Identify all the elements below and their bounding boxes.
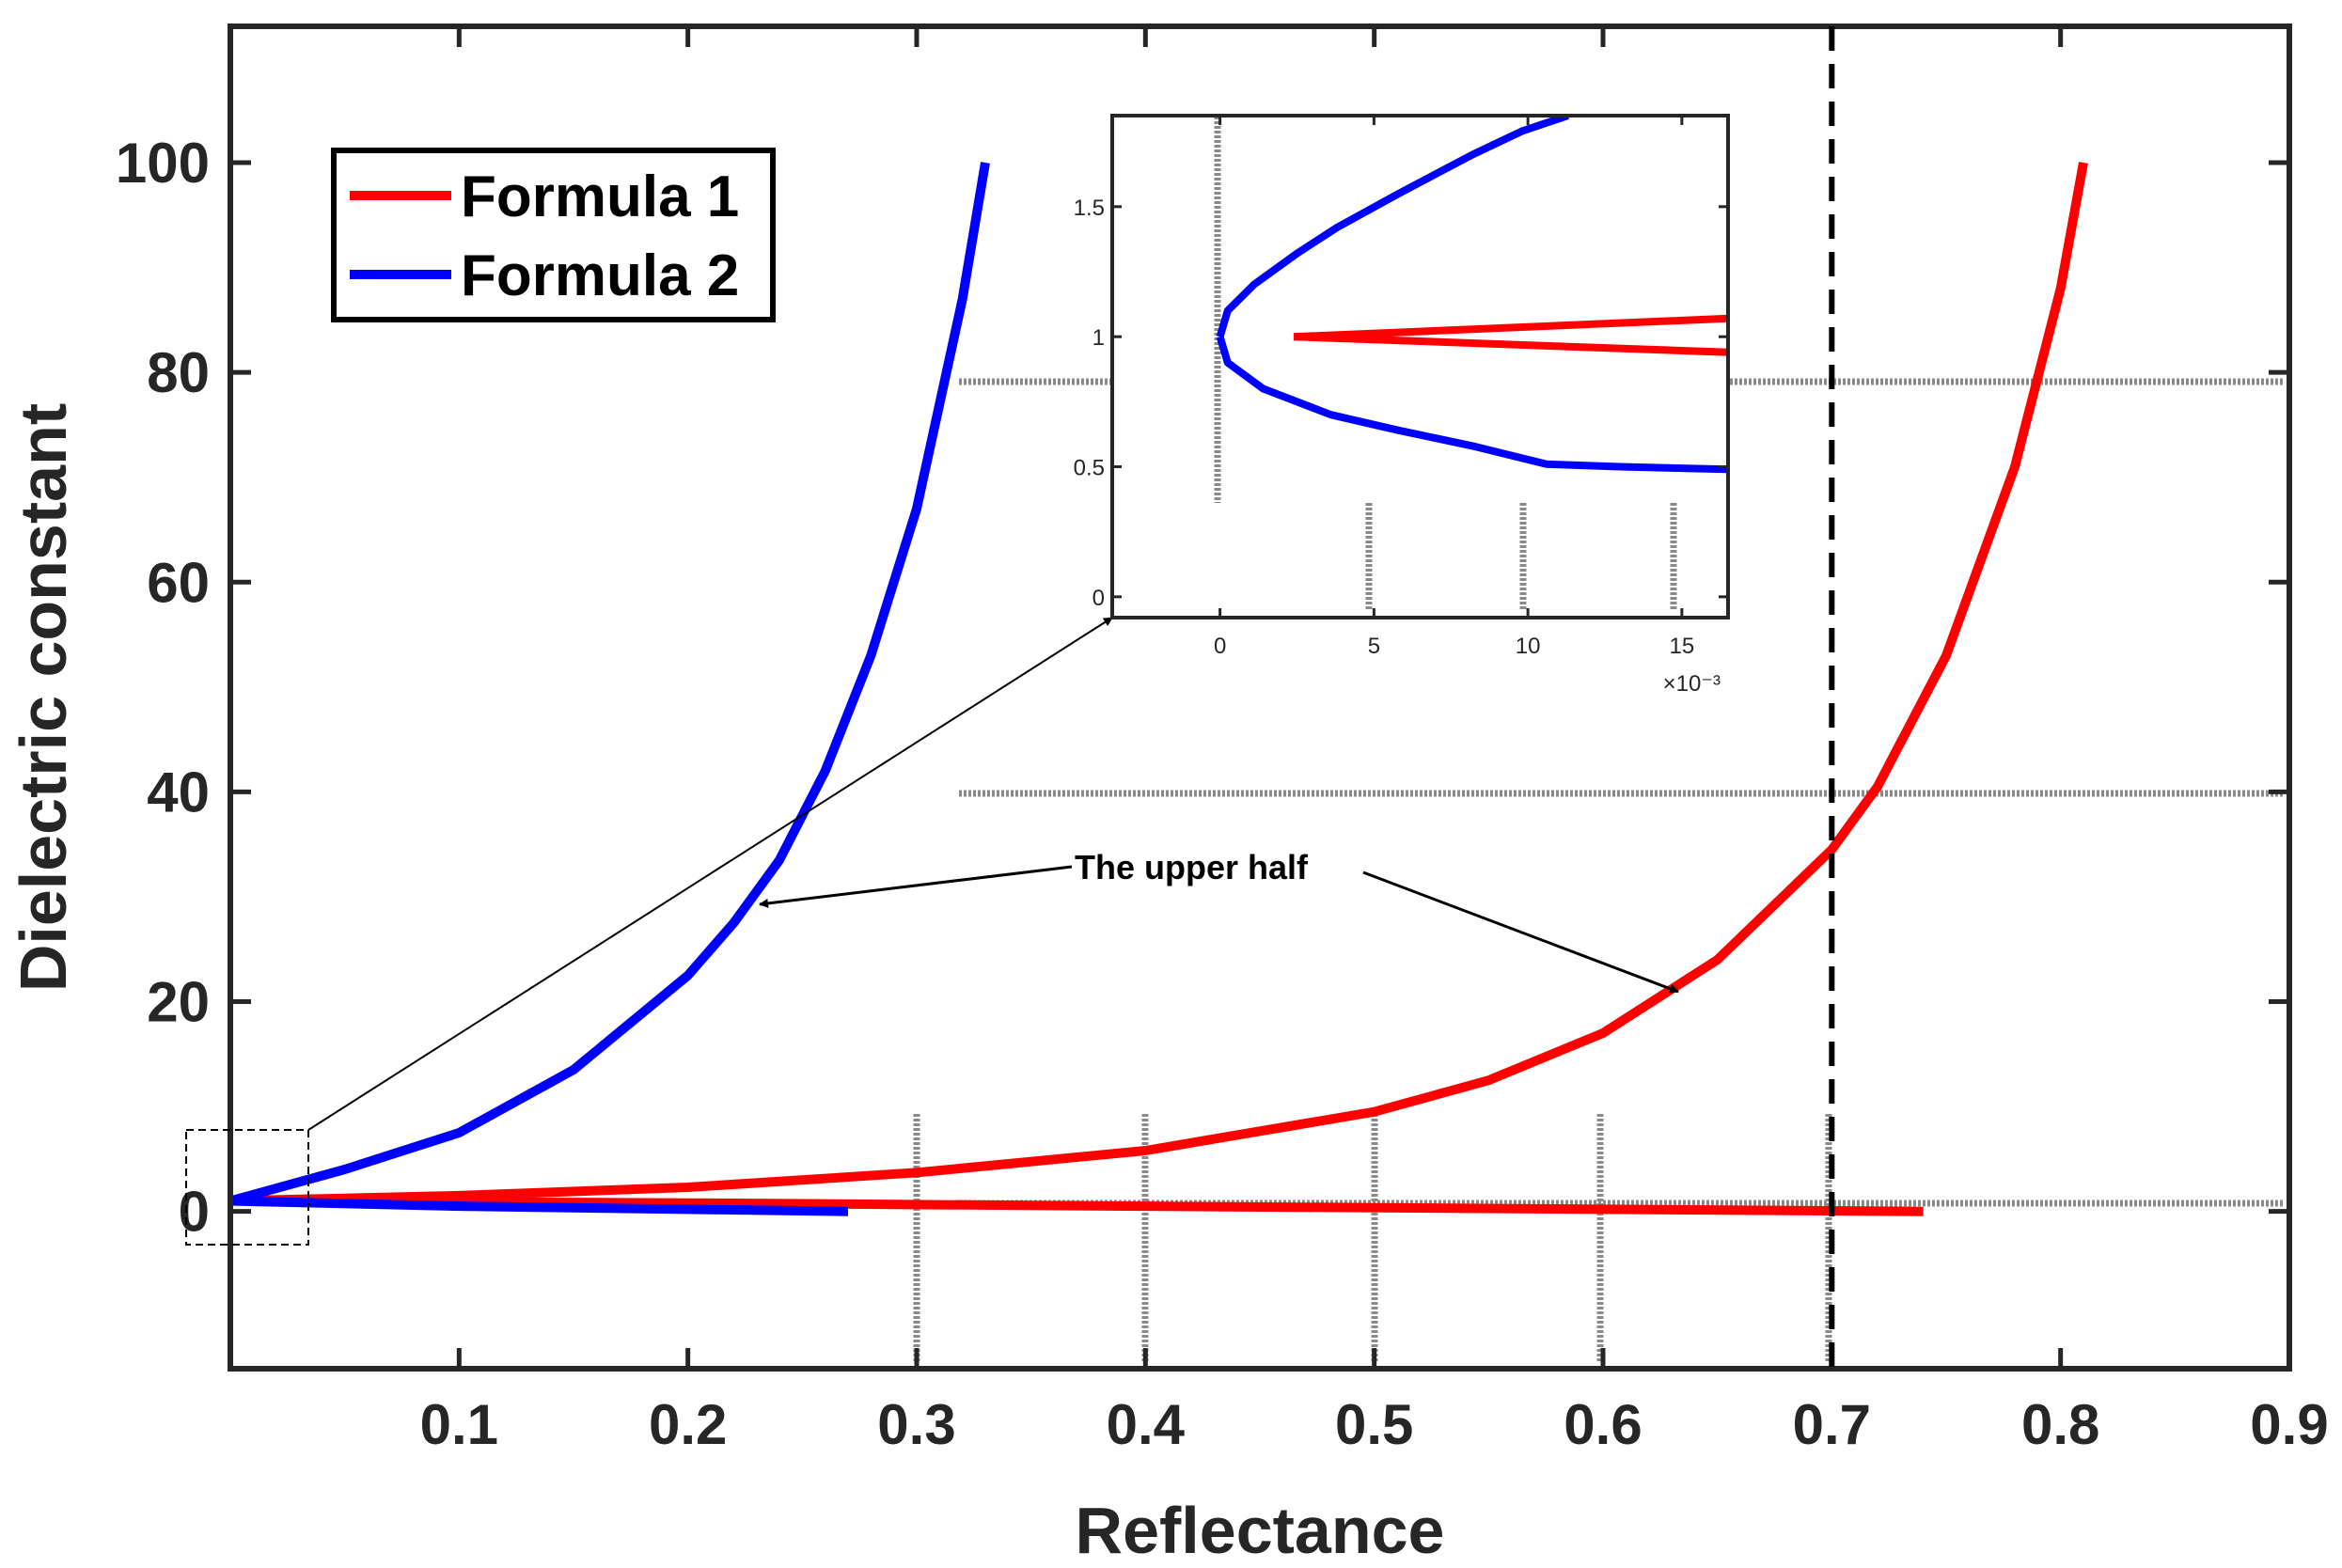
x-tick-label: 0.1 bbox=[420, 1393, 498, 1456]
annotation-text: The upper half bbox=[1075, 848, 1309, 886]
legend-label-formula-2: Formula 2 bbox=[461, 243, 739, 308]
inset-plot-area bbox=[1216, 116, 1728, 474]
x-tick-label: 0.8 bbox=[2021, 1393, 2099, 1456]
y-tick-label: 60 bbox=[147, 551, 210, 614]
inset-axes: 0 5 10 15 0 0.5 1 1.5 ×10⁻³ bbox=[1074, 114, 1730, 697]
inset-frame bbox=[1110, 114, 1730, 619]
main-plot-area bbox=[230, 162, 2088, 1216]
inset-series-formula-1-upper bbox=[1294, 314, 1728, 341]
y-axis-title: Dielectric constant bbox=[7, 403, 80, 992]
inset-x-tick-label: 0 bbox=[1214, 634, 1226, 659]
series-formula-1-lower bbox=[230, 1196, 1924, 1216]
y-tick-label: 80 bbox=[147, 341, 210, 404]
series-formula-1-upper bbox=[230, 162, 2088, 1206]
annotation-arrow-left bbox=[759, 865, 1073, 908]
inset-x-tick-label: 10 bbox=[1516, 634, 1541, 659]
inset-y-tick-label: 1.5 bbox=[1074, 196, 1105, 221]
x-tick-label: 0.9 bbox=[2250, 1393, 2328, 1456]
inset-y-tick-label: 0 bbox=[1092, 586, 1105, 611]
y-tick-label: 100 bbox=[116, 132, 210, 195]
x-tick-label: 0.4 bbox=[1107, 1393, 1186, 1456]
main-plot-frame bbox=[228, 24, 2292, 1372]
inset-y-tick-label: 0.5 bbox=[1074, 456, 1105, 481]
zoom-connector-line bbox=[307, 617, 1113, 1131]
y-tick-label: 0 bbox=[179, 1181, 210, 1244]
series-formula-2-lower bbox=[230, 1196, 849, 1216]
series-formula-2-upper bbox=[230, 162, 990, 1206]
inset-series-formula-2-lower bbox=[1216, 336, 1728, 474]
x-tick-label: 0.2 bbox=[649, 1393, 727, 1456]
inset-gray-marks bbox=[1214, 117, 1677, 611]
y-tick-label: 40 bbox=[147, 760, 210, 823]
annotation-arrow-right bbox=[1362, 870, 1679, 994]
inset-series-formula-1-lower bbox=[1294, 333, 1728, 356]
x-tick-label: 0.6 bbox=[1564, 1393, 1642, 1456]
zoom-region-box bbox=[185, 1129, 309, 1246]
y-tick-label: 20 bbox=[147, 971, 210, 1034]
inset-x-multiplier: ×10⁻³ bbox=[1663, 671, 1721, 697]
inset-background bbox=[1112, 116, 1728, 618]
inset-x-tick-label: 5 bbox=[1368, 634, 1380, 659]
x-axis-title: Reflectance bbox=[1076, 1494, 1445, 1567]
legend-label-formula-1: Formula 1 bbox=[461, 165, 739, 229]
x-tick-label: 0.7 bbox=[1793, 1393, 1871, 1456]
legend: Formula 1 Formula 2 bbox=[331, 148, 776, 322]
x-tick-label: 0.5 bbox=[1335, 1393, 1413, 1456]
legend-box bbox=[331, 148, 776, 322]
inset-y-tick-label: 1 bbox=[1092, 325, 1105, 351]
inset-x-tick-label: 15 bbox=[1670, 634, 1695, 659]
x-tick-label: 0.3 bbox=[877, 1393, 955, 1456]
inset-series-formula-2-upper bbox=[1216, 116, 1569, 338]
